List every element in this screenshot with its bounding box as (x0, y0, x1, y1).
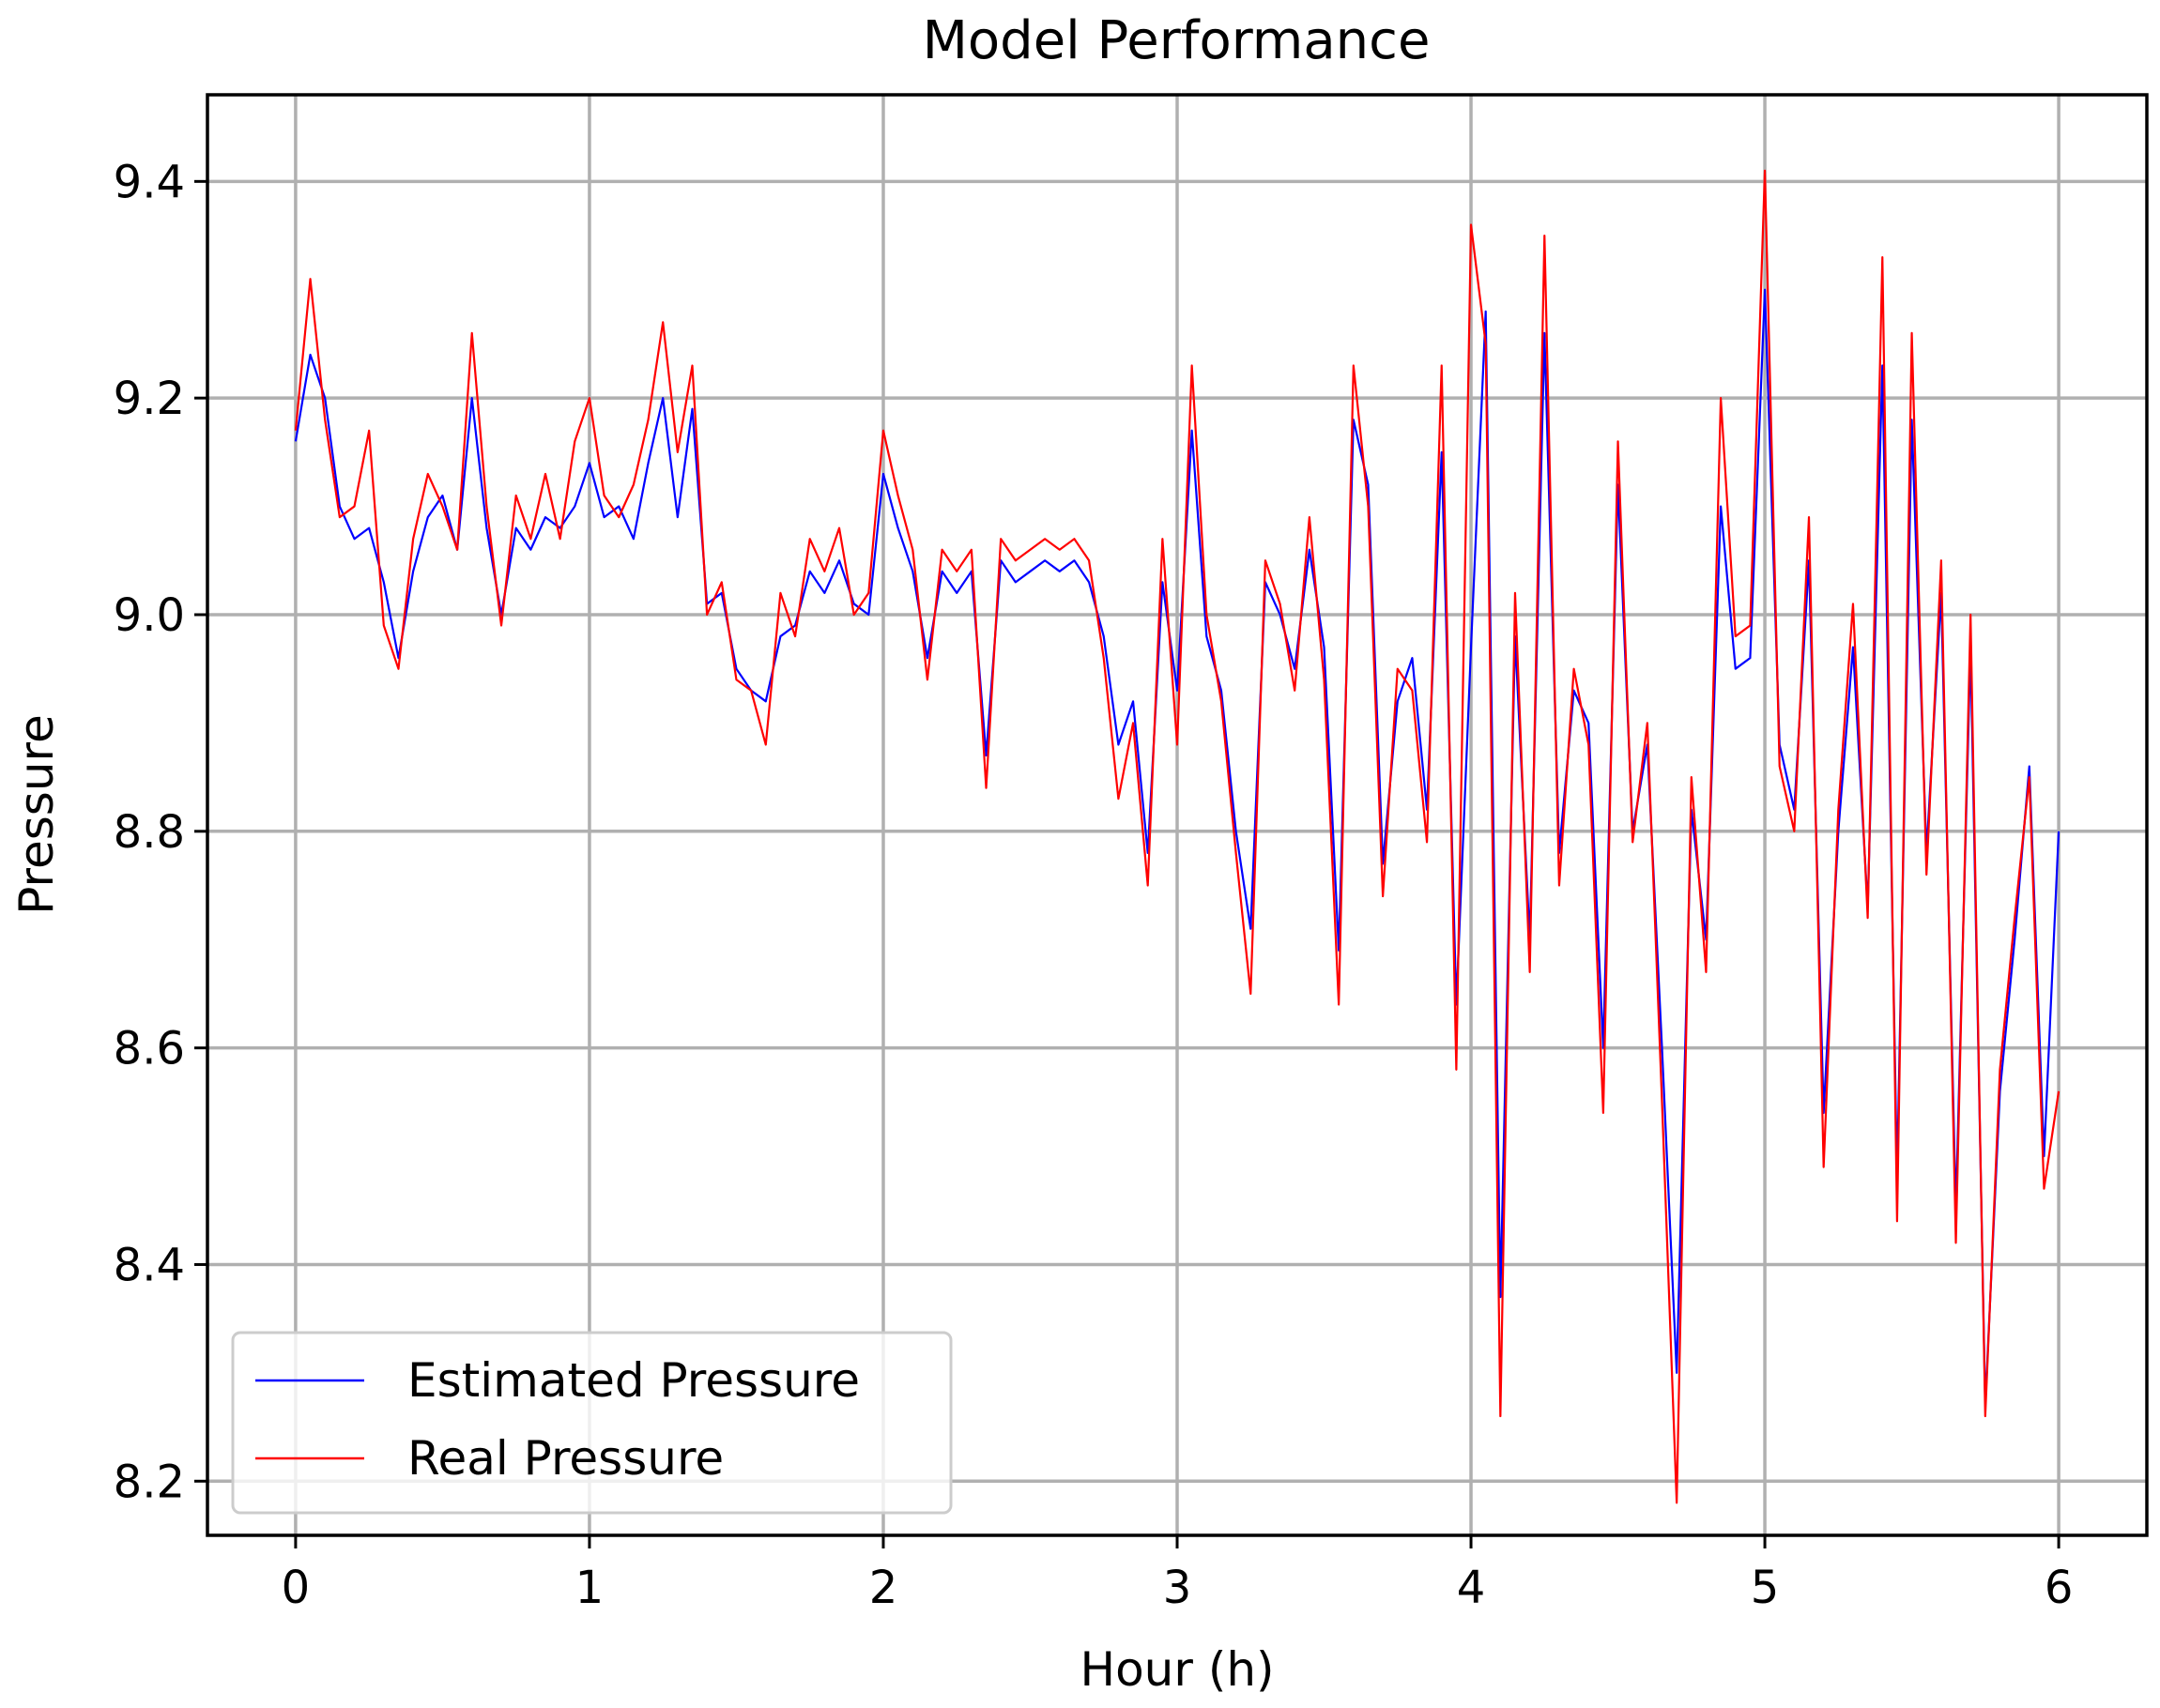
legend: Estimated Pressure Real Pressure (231, 1331, 953, 1515)
x-axis-label: Hour (h) (1080, 1642, 1274, 1697)
series (294, 169, 2060, 1504)
y-tick-label: 9.0 (114, 589, 185, 642)
y-tick-label: 8.2 (114, 1456, 185, 1508)
y-tick-label: 9.2 (114, 373, 185, 425)
x-tick-label: 1 (575, 1562, 605, 1614)
grid (207, 95, 2147, 1535)
ticks: 0 1 2 3 4 5 6 8.2 8.4 8.6 8.8 9.0 9.2 9.4 (114, 156, 2074, 1614)
chart-title: Model Performance (923, 10, 1431, 71)
y-tick-label: 8.4 (114, 1239, 185, 1291)
y-tick-label: 8.6 (114, 1023, 185, 1075)
x-tick-label: 5 (1751, 1562, 1780, 1614)
x-tick-label: 6 (2045, 1562, 2074, 1614)
x-tick-label: 3 (1163, 1562, 1192, 1614)
y-tick-label: 9.4 (114, 156, 185, 208)
x-tick-label: 2 (869, 1562, 898, 1614)
y-tick-label: 8.8 (114, 806, 185, 859)
legend-box (231, 1331, 953, 1515)
x-tick-label: 4 (1457, 1562, 1486, 1614)
legend-label-estimated: Estimated Pressure (407, 1353, 860, 1408)
y-axis-label: Pressure (9, 714, 64, 915)
x-tick-label: 0 (282, 1562, 311, 1614)
legend-label-real: Real Pressure (407, 1431, 724, 1486)
plot-frame (206, 93, 2149, 1537)
series-line-real-pressure (294, 169, 2060, 1504)
series-line-estimated-pressure (294, 288, 2060, 1407)
